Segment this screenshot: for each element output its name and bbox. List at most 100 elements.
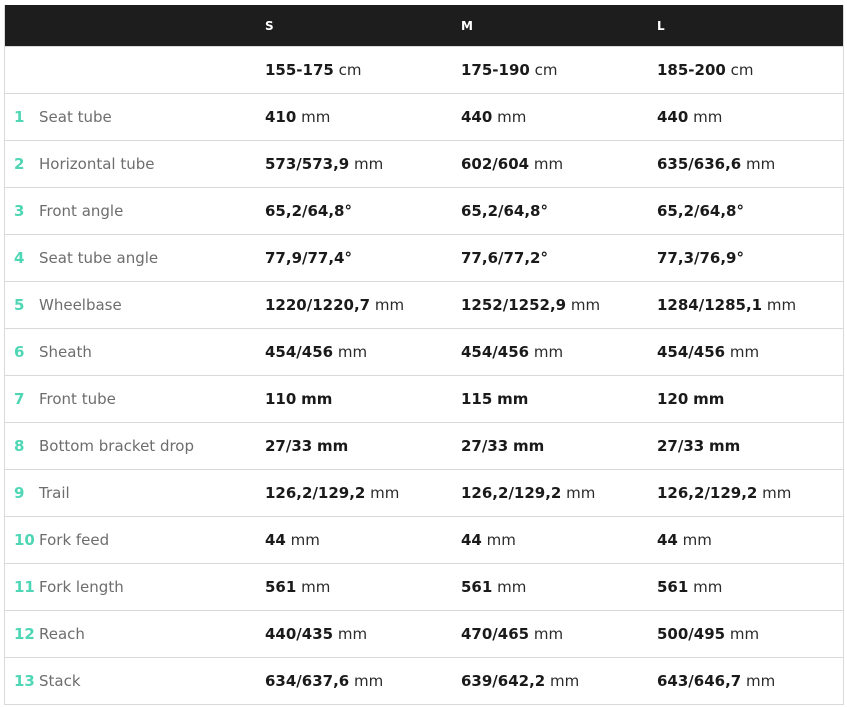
measurement-value-cell-m: 27/33 mm (461, 422, 657, 470)
measurement-unit: mm (766, 296, 797, 314)
measurement-value: 120 (657, 390, 689, 408)
measurement-value: 454/456 (657, 343, 726, 361)
measurement-value-cell-l: 500/495 mm (657, 610, 844, 658)
measurement-value-cell-l: 440 mm (657, 93, 844, 141)
measurement-unit: mm (354, 155, 384, 173)
rider-height-row: 155-175 cm 175-190 cm 185-200 cm (4, 46, 844, 94)
measurement-value-cell-m: 454/456 mm (461, 328, 657, 376)
measurement-unit: mm (682, 531, 712, 549)
measurement-label-cell: 8 Bottom bracket drop (4, 422, 265, 470)
measurement-value: 454/456 (461, 343, 530, 361)
geometry-table-wrapper: S M L 155-175 cm 175-190 cm 185-200 cm 1… (4, 5, 844, 705)
header-empty-cell (4, 5, 265, 47)
measurement-label-cell: 6 Sheath (4, 328, 265, 376)
size-header-s: S (265, 5, 461, 47)
measurement-number: 7 (14, 390, 25, 408)
measurement-value-cell-s: 440/435 mm (265, 610, 461, 658)
measurement-unit: mm (301, 578, 331, 596)
measurement-value-cell-s: 110 mm (265, 375, 461, 423)
measurement-value: 1220/1220,7 (265, 296, 371, 314)
measurement-label: Stack (39, 672, 81, 690)
measurement-value-cell-m: 639/642,2 mm (461, 657, 657, 705)
measurement-value-cell-m: 561 mm (461, 563, 657, 611)
measurement-unit: mm (290, 531, 320, 549)
measurement-value: 440/435 (265, 625, 334, 643)
height-value: 185-200 (657, 61, 726, 79)
measurement-value-cell-l: 120 mm (657, 375, 844, 423)
geometry-row: 3 Front angle 65,2/64,8° 65,2/64,8° 65,2/64,… (4, 187, 844, 235)
measurement-unit: mm (513, 437, 545, 455)
measurement-value-cell-m: 65,2/64,8° (461, 187, 657, 235)
geometry-row: 5 Wheelbase 1220/1220,7 mm 1252/1252,9 mm 12… (4, 281, 844, 329)
measurement-label: Seat tube (39, 108, 112, 126)
measurement-value: 454/456 (265, 343, 334, 361)
measurement-value: 1284/1285,1 (657, 296, 763, 314)
measurement-value-cell-l: 126,2/129,2 mm (657, 469, 844, 517)
measurement-value-cell-m: 470/465 mm (461, 610, 657, 658)
measurement-number: 3 (14, 202, 25, 220)
geometry-row: 2 Horizontal tube 573/573,9 mm 602/604 mm 63… (4, 140, 844, 188)
size-header-row: S M L (4, 5, 844, 47)
measurement-number: 12 (14, 625, 35, 643)
measurement-value: 635/636,6 (657, 155, 742, 173)
measurement-value: 573/573,9 (265, 155, 350, 173)
measurement-value: 440 (461, 108, 493, 126)
measurement-label: Sheath (39, 343, 92, 361)
geometry-row: 4 Seat tube angle 77,9/77,4° 77,6/77,2° 77,3… (4, 234, 844, 282)
measurement-unit: mm (570, 296, 601, 314)
geometry-row: 7 Front tube 110 mm 115 mm 120 mm (4, 375, 844, 423)
measurement-unit: mm (550, 672, 580, 690)
measurement-number: 4 (14, 249, 25, 267)
rider-height-label-cell (4, 46, 265, 94)
measurement-label-cell: 11 Fork length (4, 563, 265, 611)
geometry-row: 10 Fork feed 44 mm 44 mm 44 mm (4, 516, 844, 564)
measurement-unit: mm (709, 437, 741, 455)
geometry-table: S M L 155-175 cm 175-190 cm 185-200 cm 1… (4, 5, 844, 705)
measurement-value-cell-m: 440 mm (461, 93, 657, 141)
measurement-value-cell-m: 126,2/129,2 mm (461, 469, 657, 517)
measurement-value: 440 (657, 108, 689, 126)
measurement-label: Front tube (39, 390, 116, 408)
measurement-value: 77,3/76,9° (657, 249, 744, 267)
height-value: 155-175 (265, 61, 334, 79)
measurement-value: 126,2/129,2 (657, 484, 758, 502)
measurement-unit: mm (693, 578, 723, 596)
measurement-unit: mm (533, 625, 564, 643)
measurement-value-cell-l: 1284/1285,1 mm (657, 281, 844, 329)
measurement-unit: mm (317, 437, 349, 455)
measurement-value: 115 (461, 390, 493, 408)
measurement-number: 5 (14, 296, 25, 314)
measurement-value: 44 (657, 531, 678, 549)
measurement-value: 410 (265, 108, 297, 126)
measurement-number: 2 (14, 155, 25, 173)
measurement-label-cell: 3 Front angle (4, 187, 265, 235)
measurement-value: 126,2/129,2 (461, 484, 562, 502)
measurement-value-cell-l: 27/33 mm (657, 422, 844, 470)
measurement-label: Trail (39, 484, 70, 502)
size-header-m: M (461, 5, 657, 47)
measurement-value-cell-l: 65,2/64,8° (657, 187, 844, 235)
measurement-value-cell-s: 561 mm (265, 563, 461, 611)
measurement-label: Seat tube angle (39, 249, 159, 267)
measurement-value: 561 (657, 578, 689, 596)
measurement-unit: mm (497, 578, 527, 596)
measurement-value: 561 (461, 578, 493, 596)
measurement-unit: mm (486, 531, 516, 549)
size-header-l: L (657, 5, 844, 47)
measurement-value-cell-s: 1220/1220,7 mm (265, 281, 461, 329)
geometry-table-body: 155-175 cm 175-190 cm 185-200 cm 1 Seat t… (4, 46, 844, 705)
measurement-value: 1252/1252,9 (461, 296, 567, 314)
measurement-label-cell: 9 Trail (4, 469, 265, 517)
measurement-value: 561 (265, 578, 297, 596)
measurement-value-cell-m: 44 mm (461, 516, 657, 564)
measurement-value-cell-s: 77,9/77,4° (265, 234, 461, 282)
measurement-label-cell: 7 Front tube (4, 375, 265, 423)
measurement-unit: mm (693, 108, 723, 126)
measurement-unit: mm (497, 390, 529, 408)
measurement-value-cell-s: 454/456 mm (265, 328, 461, 376)
measurement-value: 44 (461, 531, 482, 549)
measurement-value-cell-s: 634/637,6 mm (265, 657, 461, 705)
measurement-number: 13 (14, 672, 35, 690)
geometry-row: 9 Trail 126,2/129,2 mm 126,2/129,2 mm 126,2/… (4, 469, 844, 517)
geometry-row: 8 Bottom bracket drop 27/33 mm 27/33 mm 27/3… (4, 422, 844, 470)
